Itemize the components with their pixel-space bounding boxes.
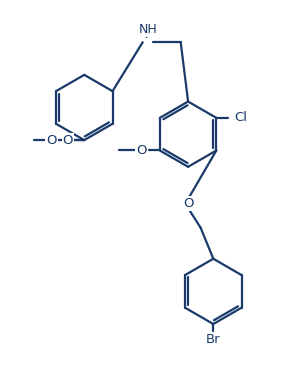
Text: O: O — [136, 144, 147, 157]
Text: NH: NH — [139, 23, 157, 36]
Text: Br: Br — [206, 333, 221, 346]
Text: O: O — [46, 134, 57, 147]
Text: O: O — [183, 197, 193, 211]
Text: O: O — [63, 134, 73, 147]
Text: Cl: Cl — [235, 111, 248, 124]
